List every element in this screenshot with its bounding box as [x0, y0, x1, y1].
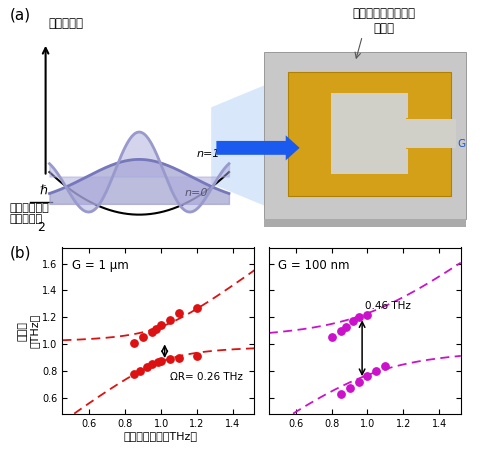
Point [154, 358, 161, 365]
Point [139, 334, 147, 341]
Point [355, 378, 362, 385]
Text: (b): (b) [10, 245, 31, 260]
Point [193, 304, 201, 311]
Y-axis label: 周波数
（THz）: 周波数 （THz） [18, 314, 39, 348]
Point [131, 339, 138, 346]
Polygon shape [406, 118, 449, 119]
Point [349, 318, 357, 325]
Point [166, 316, 174, 324]
Point [166, 356, 174, 363]
Text: (a): (a) [10, 7, 31, 22]
Point [152, 326, 159, 333]
Point [328, 334, 336, 341]
Text: n=1: n=1 [196, 149, 220, 159]
Polygon shape [406, 148, 449, 149]
Point [337, 390, 345, 397]
Point [148, 328, 156, 336]
Point [372, 368, 380, 375]
Polygon shape [408, 119, 456, 148]
FancyArrowPatch shape [216, 135, 300, 160]
Point [148, 361, 156, 368]
Point [157, 322, 165, 329]
Point [364, 373, 372, 380]
Text: 2: 2 [37, 220, 45, 234]
Point [337, 327, 345, 334]
Text: 0.46 THz: 0.46 THz [365, 301, 411, 311]
Text: 電磁波の真空
量子揺らぎ: 電磁波の真空 量子揺らぎ [10, 202, 49, 224]
Text: n=0: n=0 [185, 188, 208, 198]
Text: スプリットリング型
共振器: スプリットリング型 共振器 [352, 7, 416, 35]
Text: G = 100 nm: G = 100 nm [278, 259, 350, 272]
Point [355, 314, 362, 321]
Point [342, 323, 350, 330]
Text: G = 1 μm: G = 1 μm [72, 259, 129, 272]
Polygon shape [264, 53, 466, 220]
Point [157, 357, 165, 364]
Point [175, 354, 183, 361]
Polygon shape [211, 84, 269, 207]
Point [136, 368, 144, 375]
Point [175, 310, 183, 317]
Polygon shape [288, 72, 451, 196]
Point [346, 385, 353, 392]
Text: ℏ: ℏ [39, 184, 47, 197]
Point [131, 370, 138, 377]
Text: 共振器周波数（THz）: 共振器周波数（THz） [124, 431, 198, 441]
Text: G: G [457, 140, 466, 149]
Point [382, 362, 389, 369]
Polygon shape [331, 93, 408, 174]
Polygon shape [264, 220, 466, 226]
Text: エネルギー: エネルギー [48, 17, 83, 30]
Text: ΩR= 0.26 THz: ΩR= 0.26 THz [170, 373, 243, 382]
Point [193, 353, 201, 360]
Point [143, 364, 151, 371]
Point [364, 311, 372, 318]
